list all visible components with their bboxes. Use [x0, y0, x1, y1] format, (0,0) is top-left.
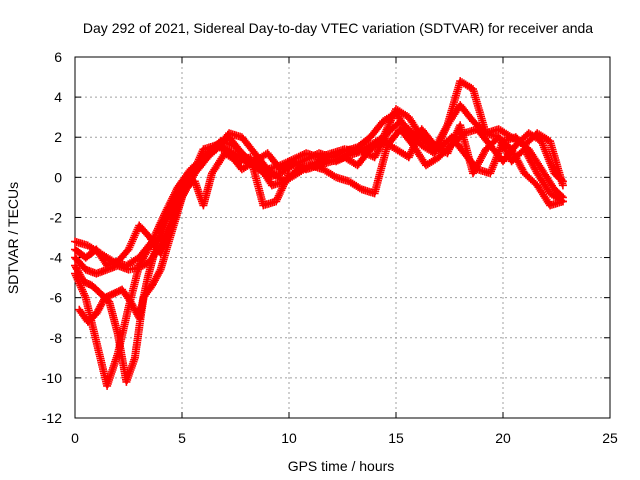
- y-tick-label: -10: [42, 370, 62, 386]
- x-tick-label: 15: [388, 430, 404, 446]
- series-day-6: [75, 149, 293, 326]
- x-tick-label: 20: [495, 430, 511, 446]
- y-tick-labels: -12 -10 -8 -6 -4 -2 0 2 4 6: [42, 49, 62, 426]
- x-axis-label: GPS time / hours: [288, 458, 395, 474]
- data-series: [71, 77, 567, 390]
- y-tick-label: -2: [50, 209, 63, 225]
- y-tick-label: 6: [54, 49, 62, 65]
- x-tick-label: 25: [602, 430, 618, 446]
- y-tick-label: -8: [50, 330, 63, 346]
- data-marks: [75, 149, 293, 326]
- x-tick-label: 5: [178, 430, 186, 446]
- y-tick-label: -4: [50, 250, 63, 266]
- y-tick-label: 4: [54, 89, 62, 105]
- y-tick-label: 0: [54, 169, 62, 185]
- y-tick-label: -12: [42, 410, 62, 426]
- y-tick-label: 2: [54, 129, 62, 145]
- y-axis-label: SDTVAR / TECUs: [5, 182, 21, 294]
- y-tick-label: -6: [50, 290, 63, 306]
- x-tick-label: 10: [281, 430, 297, 446]
- chart-title: Day 292 of 2021, Sidereal Day-to-day VTE…: [83, 20, 593, 36]
- axis-ticks: [74, 56, 611, 419]
- x-tick-labels: 0 5 10 15 20 25: [71, 430, 618, 446]
- x-tick-label: 0: [71, 430, 79, 446]
